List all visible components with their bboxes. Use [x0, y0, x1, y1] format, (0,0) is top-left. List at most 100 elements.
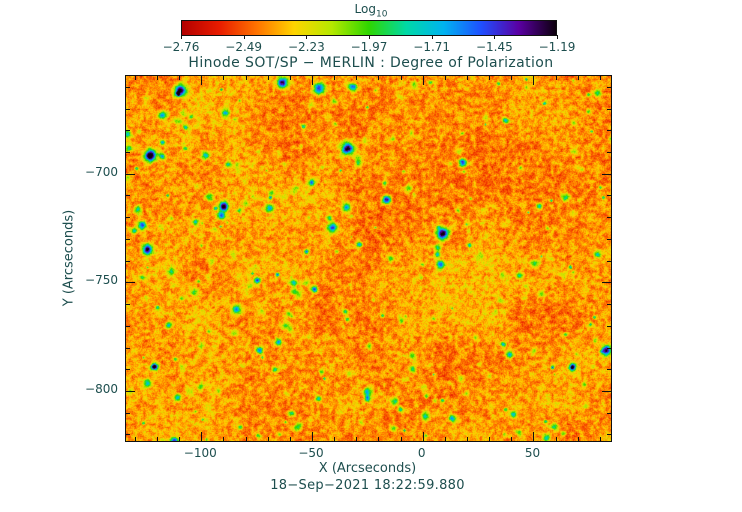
- colorbar-tick-label: −1.19: [538, 40, 576, 54]
- x-minor-tick: [179, 76, 180, 80]
- y-minor-tick: [607, 348, 611, 349]
- y-minor-tick: [126, 348, 130, 349]
- heatmap-image: [126, 76, 611, 441]
- y-axis-label: Y (Arcseconds): [61, 209, 77, 307]
- x-minor-tick: [290, 437, 291, 441]
- y-minor-tick: [607, 434, 611, 435]
- x-minor-tick: [378, 76, 379, 80]
- y-tick-label: −750: [85, 273, 118, 288]
- y-tick-label: −700: [85, 164, 118, 179]
- x-minor-tick: [401, 76, 402, 80]
- y-major-tick: [602, 174, 611, 175]
- x-minor-tick: [556, 437, 557, 441]
- x-tick-label: −50: [298, 446, 324, 460]
- y-minor-tick: [126, 130, 130, 131]
- colorbar-tickmark: [369, 35, 370, 39]
- y-minor-tick: [607, 413, 611, 414]
- x-minor-tick: [268, 76, 269, 80]
- x-minor-tick: [223, 76, 224, 80]
- y-minor-tick: [607, 195, 611, 196]
- x-axis-label: X (Arcseconds): [318, 461, 417, 476]
- x-major-tick: [423, 432, 424, 441]
- colorbar-tickmark: [181, 35, 182, 39]
- y-minor-tick: [126, 261, 130, 262]
- colorbar-tickmark: [494, 35, 495, 39]
- x-minor-tick: [511, 437, 512, 441]
- y-minor-tick: [126, 413, 130, 414]
- x-minor-tick: [578, 76, 579, 80]
- x-minor-tick: [600, 437, 601, 441]
- colorbar-title: Log10: [0, 2, 742, 19]
- x-minor-tick: [445, 76, 446, 80]
- colorbar-title-sub: 10: [375, 9, 388, 20]
- observation-timestamp: 18−Sep−2021 18:22:59.880: [270, 478, 465, 493]
- x-minor-tick: [401, 437, 402, 441]
- x-minor-tick: [135, 76, 136, 80]
- x-major-tick: [423, 76, 424, 85]
- x-minor-tick: [511, 76, 512, 80]
- x-major-tick: [533, 76, 534, 85]
- y-minor-tick: [607, 217, 611, 218]
- colorbar-tick-label: −1.45: [475, 40, 513, 54]
- y-minor-tick: [126, 369, 130, 370]
- colorbar-tickmark: [244, 35, 245, 39]
- x-major-tick: [312, 432, 313, 441]
- y-major-tick: [602, 391, 611, 392]
- x-minor-tick: [268, 437, 269, 441]
- x-tick-label: 0: [417, 446, 426, 460]
- y-major-tick: [602, 282, 611, 283]
- y-minor-tick: [126, 326, 130, 327]
- x-minor-tick: [445, 437, 446, 441]
- y-minor-tick: [607, 304, 611, 305]
- x-minor-tick: [334, 76, 335, 80]
- x-major-tick: [201, 76, 202, 85]
- x-minor-tick: [356, 437, 357, 441]
- y-tick-label: −800: [85, 382, 118, 397]
- x-minor-tick: [578, 437, 579, 441]
- y-minor-tick: [607, 87, 611, 88]
- x-minor-tick: [290, 76, 291, 80]
- y-minor-tick: [607, 152, 611, 153]
- y-minor-tick: [607, 261, 611, 262]
- plot-title: Hinode SOT/SP − MERLIN : Degree of Polar…: [188, 55, 554, 71]
- x-tick-label: 50: [524, 446, 541, 460]
- y-minor-tick: [126, 195, 130, 196]
- y-minor-tick: [126, 217, 130, 218]
- y-minor-tick: [607, 130, 611, 131]
- colorbar: [181, 20, 557, 36]
- colorbar-tick-label: −1.71: [413, 40, 451, 54]
- x-minor-tick: [489, 76, 490, 80]
- plot-area: [125, 75, 612, 442]
- colorbar-tickmark: [306, 35, 307, 39]
- x-minor-tick: [467, 76, 468, 80]
- y-minor-tick: [126, 304, 130, 305]
- y-major-tick: [126, 282, 135, 283]
- y-minor-tick: [126, 434, 130, 435]
- x-minor-tick: [489, 437, 490, 441]
- x-minor-tick: [135, 437, 136, 441]
- y-minor-tick: [607, 326, 611, 327]
- y-minor-tick: [607, 239, 611, 240]
- x-minor-tick: [246, 437, 247, 441]
- x-major-tick: [533, 432, 534, 441]
- y-minor-tick: [607, 109, 611, 110]
- x-minor-tick: [334, 437, 335, 441]
- x-minor-tick: [157, 76, 158, 80]
- x-minor-tick: [600, 76, 601, 80]
- colorbar-tick-label: −2.49: [225, 40, 263, 54]
- y-minor-tick: [607, 369, 611, 370]
- colorbar-tick-label: −1.97: [350, 40, 388, 54]
- x-minor-tick: [223, 437, 224, 441]
- x-minor-tick: [356, 76, 357, 80]
- x-minor-tick: [556, 76, 557, 80]
- x-major-tick: [312, 76, 313, 85]
- colorbar-tick-label: −2.76: [162, 40, 200, 54]
- x-minor-tick: [179, 437, 180, 441]
- x-minor-tick: [246, 76, 247, 80]
- x-major-tick: [201, 432, 202, 441]
- colorbar-tick-label: −2.23: [287, 40, 325, 54]
- x-minor-tick: [467, 437, 468, 441]
- colorbar-tickmark: [557, 35, 558, 39]
- y-minor-tick: [126, 109, 130, 110]
